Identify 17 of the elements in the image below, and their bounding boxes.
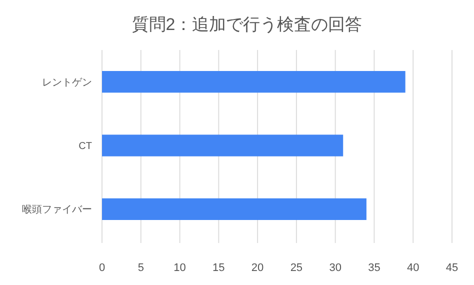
x-tick-label: 10 — [174, 262, 186, 274]
bar — [102, 134, 344, 156]
y-tick-label: CT — [78, 141, 92, 152]
y-tick-label: レントゲン — [42, 77, 92, 88]
x-tick-label: 25 — [290, 262, 303, 274]
x-tick-label: 30 — [329, 262, 342, 274]
x-tick-label: 20 — [251, 262, 264, 274]
y-tick-label: 喉頭ファイバー — [22, 204, 92, 216]
x-tick-label: 45 — [446, 262, 458, 274]
bar — [102, 71, 406, 93]
x-tick-label: 35 — [368, 262, 380, 274]
bar — [102, 198, 366, 220]
x-tick-label: 40 — [406, 262, 420, 274]
x-tick-label: 5 — [138, 262, 144, 274]
x-tick-label: 15 — [212, 262, 225, 274]
x-tick-label: 0 — [98, 262, 106, 274]
chart-title: 質問2：追加で行う検査の回答 — [132, 15, 362, 34]
